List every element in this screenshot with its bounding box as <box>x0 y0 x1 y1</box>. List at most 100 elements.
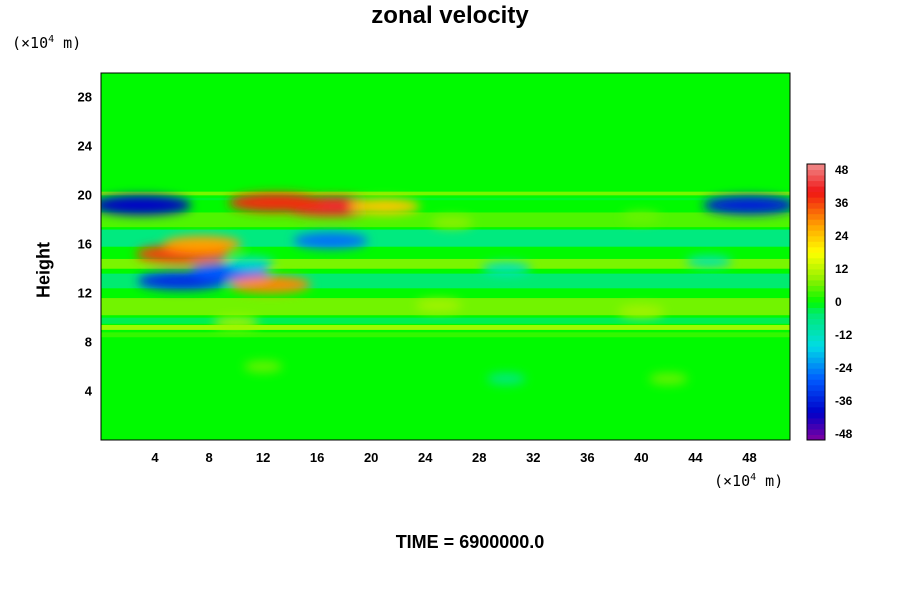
x-tick-label: 40 <box>634 450 649 465</box>
velocity-cell <box>649 373 688 385</box>
y-axis-unit-suffix: m) <box>54 34 82 52</box>
velocity-cell <box>618 305 665 318</box>
colorbar-segment <box>807 428 825 435</box>
colorbar-segment <box>807 434 825 441</box>
velocity-cell <box>621 211 661 224</box>
velocity-cell <box>431 216 474 229</box>
colorbar-tick-label: 12 <box>835 261 849 276</box>
colorbar-segment <box>807 252 825 259</box>
colorbar-tick-label: 48 <box>835 162 849 177</box>
colorbar-segment <box>807 279 825 286</box>
colorbar-segment <box>807 417 825 424</box>
colorbar-segment <box>807 285 825 292</box>
colorbar-segment <box>807 401 825 408</box>
heatmap-cells <box>101 193 790 385</box>
chart-title: zonal velocity <box>371 2 529 29</box>
y-axis-unit-exponent: 4 <box>48 34 55 45</box>
velocity-cell <box>224 256 275 270</box>
x-tick-label: 16 <box>309 450 325 465</box>
colorbar-segment <box>807 346 825 353</box>
x-tick-label: 12 <box>255 450 271 465</box>
field-band <box>101 317 790 324</box>
x-axis-unit: (×104 m) <box>714 472 783 490</box>
field-band <box>101 325 790 330</box>
plot-frame <box>100 72 791 441</box>
colorbar-segment <box>807 263 825 270</box>
colorbar-segment <box>807 329 825 336</box>
colorbar-segment <box>807 351 825 358</box>
x-tick-label: 48 <box>742 450 757 465</box>
velocity-cell <box>228 276 311 294</box>
colorbar <box>806 163 826 441</box>
colorbar-segment <box>807 230 825 237</box>
colorbar-segment <box>807 335 825 342</box>
x-tick-label: 44 <box>688 450 703 465</box>
colorbar-tick-label: -36 <box>835 394 853 409</box>
colorbar-segment <box>807 208 825 215</box>
colorbar-segment <box>807 406 825 413</box>
colorbar-segment <box>807 373 825 380</box>
colorbar-segment <box>807 175 825 182</box>
field-band <box>101 197 790 201</box>
colorbar-segment <box>807 224 825 231</box>
y-tick-label: 28 <box>77 89 92 105</box>
colorbar-frame <box>806 163 826 441</box>
velocity-cell <box>703 195 790 215</box>
colorbar-segment <box>807 202 825 209</box>
colorbar-segment <box>807 241 825 248</box>
velocity-cell <box>415 299 462 312</box>
y-tick-label: 24 <box>77 138 92 154</box>
velocity-cell <box>486 373 526 385</box>
time-label: TIME = 6900000.0 <box>395 532 545 552</box>
colorbar-segment <box>807 368 825 375</box>
velocity-cell <box>293 232 369 249</box>
velocity-cell <box>243 360 283 373</box>
velocity-cell <box>685 255 732 268</box>
x-tick-label: 36 <box>580 450 595 465</box>
x-tick-label: 20 <box>363 450 379 465</box>
colorbar-segment <box>807 219 825 226</box>
colorbar-segment <box>807 274 825 281</box>
colorbar-segment <box>807 169 825 176</box>
colorbar-segment <box>807 384 825 391</box>
y-tick-label: 20 <box>77 187 92 203</box>
colorbar-segment <box>807 257 825 264</box>
x-tick-label: 24 <box>418 450 433 465</box>
colorbar-tick-label: -12 <box>835 328 853 343</box>
colorbar-segment <box>807 296 825 303</box>
y-axis-unit-prefix: (×10 <box>12 34 49 52</box>
colorbar-segment <box>807 379 825 386</box>
velocity-cell <box>163 235 242 253</box>
y-tick-label: 12 <box>77 285 92 301</box>
field-band <box>101 191 790 196</box>
colorbar-segment <box>807 357 825 364</box>
colorbar-segment <box>807 191 825 198</box>
colorbar-segment <box>807 390 825 397</box>
colorbar-segment <box>807 235 825 242</box>
colorbar-tick-label: 0 <box>835 295 842 309</box>
colorbar-segment <box>807 186 825 193</box>
velocity-cell <box>349 198 421 215</box>
colorbar-segment <box>807 180 825 187</box>
colorbar-segment <box>807 268 825 275</box>
colorbar-segment <box>807 324 825 331</box>
colorbar-segment <box>807 318 825 325</box>
colorbar-segment <box>807 246 825 253</box>
velocity-cell <box>101 195 192 215</box>
velocity-cell <box>228 193 325 213</box>
velocity-cell <box>481 262 532 276</box>
colorbar-segment <box>807 423 825 430</box>
x-axis-unit-suffix: m) <box>756 472 784 490</box>
colorbar-segment <box>807 302 825 309</box>
colorbar-segment <box>807 362 825 369</box>
colorbar-tick-label: -48 <box>835 427 853 442</box>
heatmap-field <box>101 73 790 440</box>
x-tick-label: 28 <box>472 450 487 465</box>
colorbar-segment <box>807 164 825 171</box>
colorbar-tick-label: 36 <box>835 195 849 210</box>
colorbar-tick-label: -24 <box>835 361 853 376</box>
velocity-cell <box>213 316 260 329</box>
colorbar-segment <box>807 395 825 402</box>
x-axis-unit-exponent: 4 <box>750 472 757 483</box>
y-axis-unit: (×104 m) <box>12 34 81 52</box>
